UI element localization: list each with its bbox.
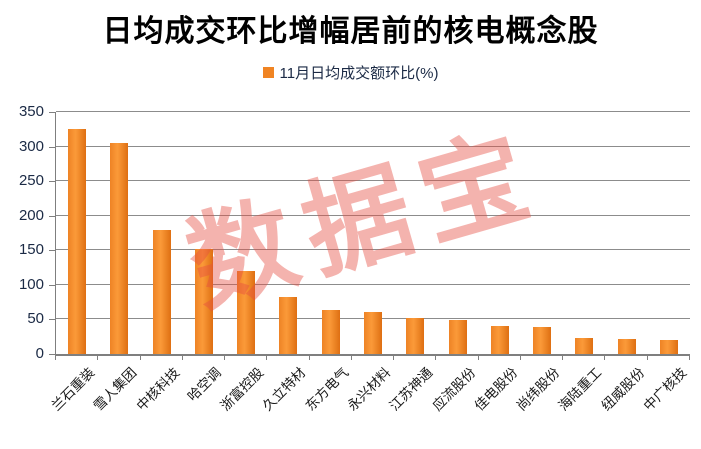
x-axis-tick (308, 355, 310, 360)
bar-1 (68, 128, 87, 354)
x-axis-tick (266, 355, 268, 360)
gridline (56, 111, 690, 112)
x-category-label-15: 中广核技 (640, 364, 690, 414)
gridline (56, 180, 690, 182)
x-category-label-2: 雪人集团 (91, 364, 140, 414)
y-tick-label: 200 (18, 206, 44, 224)
y-tick-label: 350 (18, 103, 44, 120)
bar-2 (110, 143, 129, 354)
bar-15 (659, 340, 678, 354)
legend-label: 11月日均成交额环比(%) (279, 64, 439, 82)
x-category-label-1: 兰石重装 (48, 364, 98, 414)
x-category-label-13: 海陆重工 (555, 364, 605, 414)
x-category-label-8: 永兴材料 (344, 364, 394, 414)
x-category-label-12: 尚纬股份 (513, 364, 563, 414)
y-axis-tick (49, 215, 55, 217)
legend-swatch-icon (262, 66, 274, 78)
bar-12 (533, 327, 552, 354)
x-axis-tick (689, 355, 690, 360)
y-axis-tick (49, 146, 55, 148)
y-axis-tick (49, 250, 55, 252)
x-axis-tick (224, 355, 226, 360)
plot-area (55, 111, 690, 356)
y-axis-tick (49, 181, 55, 183)
y-tick-label: 250 (18, 172, 44, 190)
x-category-label-14: 纽威股份 (598, 364, 648, 414)
x-category-label-6: 久立特材 (260, 364, 309, 414)
x-category-label-5: 浙富控股 (217, 364, 267, 414)
x-axis-tick (519, 355, 521, 360)
bar-9 (406, 318, 425, 354)
y-tick-label: 150 (18, 241, 44, 259)
x-axis-tick (55, 355, 56, 360)
x-category-label-10: 应流股份 (429, 364, 478, 414)
x-axis-tick (604, 355, 606, 360)
x-axis-tick (477, 355, 479, 360)
gridline (56, 249, 690, 251)
bar-8 (364, 311, 382, 354)
bar-10 (448, 320, 467, 354)
bar-6 (279, 297, 298, 354)
x-axis-tick (646, 355, 648, 360)
bar-7 (321, 309, 340, 354)
bar-4 (194, 248, 213, 354)
gridline (56, 214, 690, 216)
y-axis-tick (49, 112, 55, 113)
x-axis-tick (350, 355, 352, 360)
x-category-label-9: 江苏神通 (386, 364, 436, 414)
x-axis-tick (562, 355, 564, 360)
x-axis-tick (181, 355, 183, 360)
x-axis-tick (393, 355, 395, 360)
y-tick-label: 100 (18, 275, 44, 293)
bar-11 (490, 325, 509, 354)
y-tick-label: 300 (18, 137, 44, 155)
gridline (56, 145, 690, 147)
y-tick-label: 50 (27, 310, 44, 328)
y-axis-tick (49, 354, 55, 355)
y-axis-tick (49, 284, 55, 286)
x-category-label-11: 佳电股份 (471, 364, 521, 414)
bar-13 (575, 338, 594, 354)
gridline (56, 283, 690, 285)
chart-title: 日均成交环比增幅居前的核电概念股 (102, 15, 599, 48)
bar-3 (152, 229, 171, 354)
x-axis-tick (97, 355, 99, 360)
y-axis-tick (49, 319, 55, 321)
y-tick-label: 0 (35, 345, 44, 362)
legend: 11月日均成交额环比(%) (0, 62, 701, 82)
x-axis-tick (435, 355, 437, 360)
bar-14 (617, 339, 636, 354)
x-category-label-7: 东方电气 (302, 364, 352, 414)
bar-5 (237, 271, 256, 354)
x-axis-tick (139, 355, 141, 360)
x-category-label-3: 中核科技 (133, 364, 183, 414)
